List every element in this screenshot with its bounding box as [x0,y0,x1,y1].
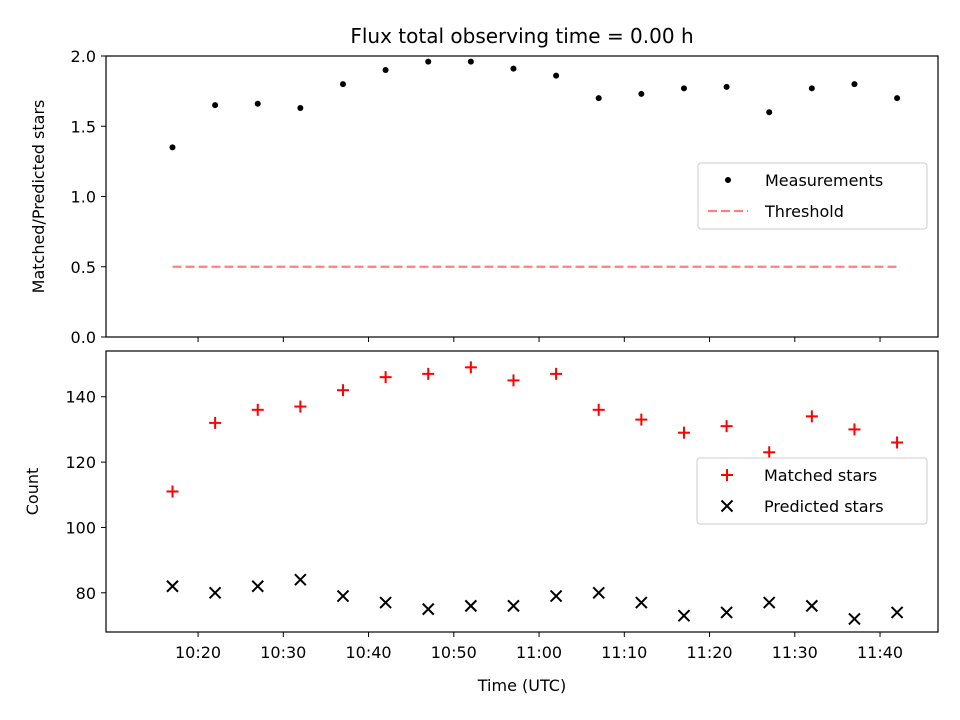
count-panel: 80 100 120 140 10:20 10:30 10:40 10:50 11:00 11:… [23,350,939,662]
measurements-point [638,90,645,97]
y-tick-label: 1.5 [71,117,96,136]
legend-matched-stars-swatch [721,469,733,481]
predicted-stars-point [507,599,520,613]
predicted-stars-point [592,586,605,599]
measurements-point [382,67,389,74]
count-series [166,361,904,626]
measurements-point [723,83,730,90]
legend-box [696,457,928,525]
y-tick-label: 100 [65,518,96,537]
legend-measurements-label: Measurements [765,171,883,190]
matched-stars-point [294,400,307,413]
y-tick-label: 1.0 [71,188,96,207]
measurements-point [339,81,346,88]
legend-predicted-stars-swatch [720,499,734,513]
count-x-axis: 10:20 10:30 10:40 10:50 11:00 11:10 11:20 11:30… [175,632,903,662]
measurements-point [254,100,261,107]
measurements-point [595,95,602,102]
y-tick-label: 2.0 [71,47,96,66]
count-legend: Matched stars Predicted stars [696,457,928,525]
x-tick-label: 10:40 [346,643,392,662]
matched-stars-point [251,403,264,416]
measurements-point [297,104,304,111]
legend-predicted-stars-label: Predicted stars [764,497,884,516]
measurements-point [425,58,432,65]
predicted-stars-point [805,599,819,613]
count-y-axis: 80 100 120 140 [65,388,106,603]
measurements-point [851,81,858,88]
measurements-point [467,58,474,65]
ratio-legend: Measurements Threshold [697,162,928,230]
predicted-stars-point [208,586,222,599]
measurements-point [808,85,815,92]
predicted-stars-point [890,606,904,619]
matched-stars-point [720,420,733,433]
legend-matched-stars-label: Matched stars [764,466,877,485]
y-tick-label: 140 [65,388,96,407]
measurements-point [510,65,517,72]
y-tick-label: 0.0 [71,328,96,347]
x-tick-label: 11:20 [686,643,732,662]
x-tick-label: 10:50 [431,643,477,662]
predicted-stars-point [379,596,392,609]
predicted-stars-point [464,599,478,613]
measurements-point [680,85,687,92]
ratio-series [169,58,901,268]
legend-threshold-label: Threshold [764,202,844,221]
legend-box [697,162,928,230]
ratio-y-axis: 0.0 0.5 1.0 1.5 2.0 [71,47,106,347]
x-tick-label: 11:40 [857,643,903,662]
x-tick-label: 11:10 [601,643,647,662]
predicted-stars-point [422,602,435,616]
matched-stars-point [209,416,222,429]
legend-measurements-swatch [725,177,731,183]
matched-stars-point [592,403,605,416]
count-y-axis-title: Count [23,468,42,516]
measurements-point [212,102,219,109]
x-axis-title: Time (UTC) [477,676,566,695]
matched-stars-point [507,374,520,387]
measurements-point [553,72,560,79]
matched-stars-point [635,413,648,426]
count-plot-area [105,350,939,633]
matched-stars-point [464,361,477,374]
matched-stars-point [891,436,904,449]
predicted-stars-point [635,596,648,609]
matched-stars-point [336,384,349,397]
measurements-point [169,144,176,151]
matched-stars-point [848,423,861,436]
predicted-stars-point [166,580,179,593]
predicted-stars-point [549,589,563,603]
matched-stars-point [422,367,435,380]
y-tick-label: 120 [65,453,96,472]
matched-stars-point [379,371,392,384]
predicted-stars-point [251,580,264,593]
x-tick-label: 10:20 [175,643,221,662]
predicted-stars-point [763,596,776,609]
matched-stars-point [166,485,179,498]
y-tick-label: 0.5 [71,258,96,277]
measurements-point [894,95,901,102]
predicted-stars-point [294,573,307,586]
matched-stars-point [763,446,776,459]
measurements-point [766,109,773,116]
predicted-stars-point [720,606,733,619]
x-tick-label: 10:30 [260,643,306,662]
matched-stars-point [550,367,563,380]
matched-stars-point [805,410,818,423]
predicted-stars-point [677,609,691,622]
ratio-y-axis-title: Matched/Predicted stars [29,100,48,294]
matched-stars-point [677,426,690,439]
ratio-x-axis [197,337,881,342]
predicted-stars-point [848,612,861,626]
chart-title: Flux total observing time = 0.00 h [350,24,693,48]
x-tick-label: 11:00 [516,643,562,662]
x-tick-label: 11:30 [772,643,818,662]
ratio-panel: 0.00.51.01.52.0 Matched/Predicted stars … [29,47,939,347]
predicted-stars-point [336,589,350,603]
y-tick-label: 80 [76,584,96,603]
